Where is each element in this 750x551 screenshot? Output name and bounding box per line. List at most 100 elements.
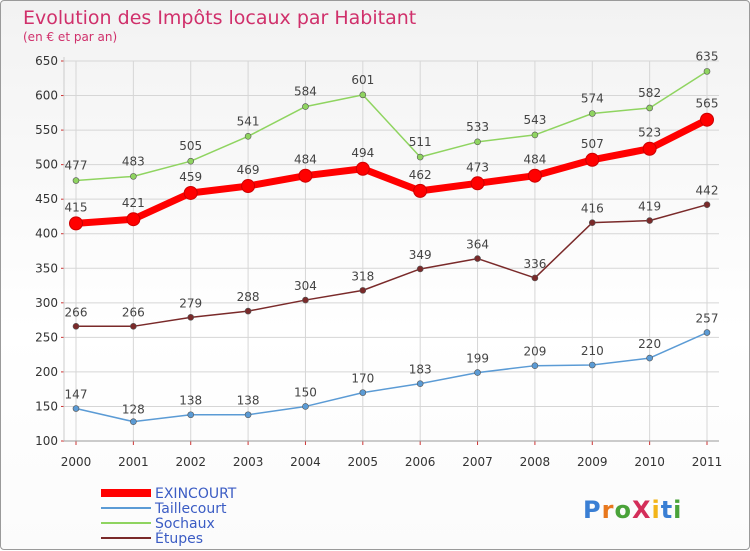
point-Sochaux-2003	[244, 133, 252, 140]
data-label-Sochaux-2001: 483	[122, 154, 145, 168]
data-label-Taillecourt-2002: 138	[179, 394, 202, 408]
proxiti-letter-4: i	[651, 496, 660, 524]
point-Taillecourt-2006	[416, 380, 424, 387]
ytick-label-100: 100	[35, 434, 58, 448]
data-label-EXINCOURT-2004: 484	[294, 153, 317, 167]
series-Étupes: 266 266 279 288 304 318 349 364 336 416 419 442	[65, 184, 718, 330]
point-Sochaux-2001	[130, 173, 137, 180]
point-EXINCOURT-2003	[241, 179, 256, 194]
data-label-Sochaux-2005: 601	[351, 73, 374, 87]
axes: 100 150 200 250 300 350 400 450 500 550 600 650 2000…	[35, 54, 722, 469]
data-label-Taillecourt-2008: 209	[523, 345, 546, 359]
ytick-label-350: 350	[35, 261, 58, 275]
proxiti-letter-6: i	[673, 496, 682, 524]
point-Taillecourt-2002	[187, 411, 195, 419]
point-EXINCOURT-2008	[527, 168, 542, 183]
point-Sochaux-2011	[703, 68, 711, 75]
ytick-label-150: 150	[35, 399, 58, 413]
point-Taillecourt-2009	[588, 361, 596, 369]
data-label-Taillecourt-2011: 257	[696, 312, 719, 326]
legend-label-EXINCOURT: EXINCOURT	[155, 486, 237, 502]
point-EXINCOURT-2009	[585, 152, 600, 167]
data-label-Taillecourt-2001: 128	[122, 403, 145, 417]
proxiti-letter-5: t	[661, 496, 673, 524]
data-label-Étupes-2002: 279	[179, 296, 202, 310]
point-Sochaux-2000	[72, 177, 80, 184]
point-EXINCOURT-2002	[183, 185, 198, 200]
data-label-Sochaux-2003: 541	[237, 114, 260, 128]
data-label-EXINCOURT-2007: 473	[466, 160, 489, 174]
xtick-label-2003: 2003	[233, 455, 264, 469]
legend-label-Sochaux: Sochaux	[155, 516, 215, 532]
series-Taillecourt: 147 128 138 138 150 170 183 199 209 210 220 257	[65, 312, 719, 425]
point-Taillecourt-2004	[302, 403, 309, 410]
proxiti-letter-0: P	[583, 496, 602, 524]
point-Sochaux-2007	[474, 138, 481, 146]
point-Taillecourt-2008	[531, 362, 539, 369]
xtick-label-2011: 2011	[692, 455, 723, 469]
point-Étupes-2009	[588, 219, 596, 226]
xtick-label-2002: 2002	[175, 455, 206, 469]
data-label-EXINCOURT-2011: 565	[696, 97, 719, 111]
series-EXINCOURT: 415 421 459 469 484 494 462 473 484 507 523 565	[65, 97, 719, 231]
ytick-label-500: 500	[35, 158, 58, 172]
ytick-label-450: 450	[35, 192, 58, 206]
chart-subtitle: (en € et par an)	[23, 30, 117, 44]
data-label-Taillecourt-2005: 170	[351, 372, 374, 386]
xtick-label-2009: 2009	[577, 455, 608, 469]
data-label-EXINCOURT-2006: 462	[409, 168, 432, 182]
data-label-Étupes-2006: 349	[409, 248, 432, 262]
point-Étupes-2000	[72, 323, 80, 330]
point-Taillecourt-2011	[703, 329, 711, 336]
data-label-EXINCOURT-2003: 469	[237, 163, 260, 177]
data-label-EXINCOURT-2001: 421	[122, 196, 145, 210]
data-label-Taillecourt-2000: 147	[65, 388, 88, 402]
point-Taillecourt-2003	[244, 411, 252, 419]
xtick-label-2000: 2000	[61, 455, 92, 469]
point-Sochaux-2006	[416, 153, 424, 161]
data-label-EXINCOURT-2010: 523	[638, 126, 661, 140]
point-Sochaux-2005	[359, 91, 367, 99]
point-EXINCOURT-2006	[413, 183, 428, 198]
point-Sochaux-2010	[646, 104, 653, 112]
series-line-Taillecourt	[75, 331, 708, 423]
point-EXINCOURT-2010	[642, 141, 657, 156]
point-EXINCOURT-2007	[470, 176, 485, 191]
proxiti-letter-3: X	[632, 496, 652, 524]
data-label-EXINCOURT-2005: 494	[351, 146, 374, 160]
series-Sochaux: 477 483 505 541 584 601 511 533 543 574 582 635	[65, 49, 718, 184]
legend-label-Taillecourt: Taillecourt	[154, 501, 227, 517]
point-Sochaux-2002	[187, 157, 195, 165]
point-Taillecourt-2010	[646, 354, 653, 362]
point-EXINCOURT-2000	[69, 216, 83, 231]
chart-title: Evolution des Impôts locaux par Habitant	[23, 7, 416, 29]
data-label-Sochaux-2010: 582	[638, 86, 661, 100]
data-label-Taillecourt-2006: 183	[409, 363, 432, 377]
data-label-Sochaux-2006: 511	[409, 135, 432, 149]
grid	[64, 60, 719, 442]
data-label-Étupes-2003: 288	[237, 290, 260, 304]
data-label-Étupes-2008: 336	[523, 257, 546, 271]
xtick-label-2010: 2010	[634, 455, 665, 469]
point-EXINCOURT-2011	[700, 112, 714, 127]
xtick-label-2005: 2005	[348, 455, 379, 469]
point-Taillecourt-2007	[474, 369, 481, 376]
point-Étupes-2001	[130, 323, 137, 330]
legend-label-Étupes: Étupes	[155, 530, 203, 547]
data-label-Étupes-2009: 416	[581, 202, 604, 216]
data-label-Étupes-2000: 266	[65, 305, 88, 319]
xtick-label-2008: 2008	[520, 455, 551, 469]
data-label-Étupes-2007: 364	[466, 238, 489, 252]
series-line-EXINCOURT	[75, 116, 709, 227]
point-Étupes-2008	[531, 274, 539, 282]
series-line-Étupes	[76, 203, 708, 328]
point-EXINCOURT-2005	[355, 161, 370, 176]
proxiti-logo: ProXiti	[583, 496, 682, 524]
point-Taillecourt-2000	[72, 405, 80, 412]
proxiti-letter-1: r	[602, 496, 615, 524]
point-Sochaux-2008	[531, 131, 539, 139]
point-Sochaux-2009	[588, 110, 596, 117]
